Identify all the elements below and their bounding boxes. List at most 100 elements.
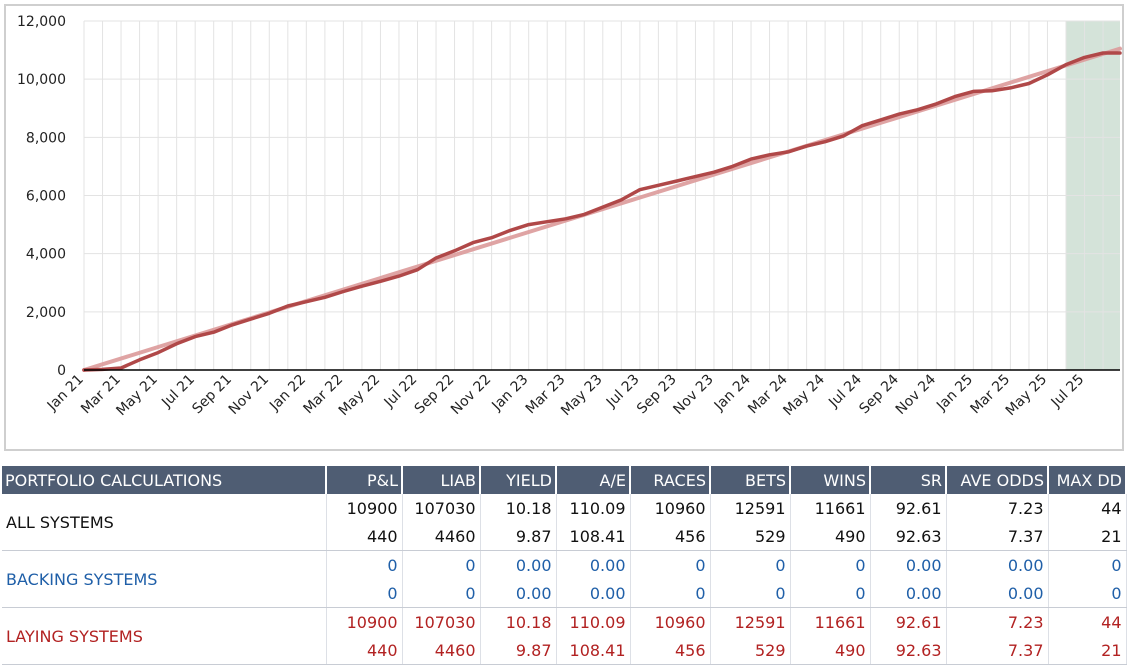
table-cell: 529: [710, 636, 791, 665]
table-cell: 0: [1048, 579, 1127, 608]
x-tick-label: May 24: [780, 371, 828, 419]
x-tick-label: May 21: [113, 372, 161, 420]
table-cell: 0.00: [556, 550, 631, 579]
x-tick-label: Nov 24: [893, 371, 939, 417]
col-header-wins: WINS: [790, 466, 871, 494]
table-cell: 108.41: [556, 522, 631, 551]
system-group-name: BACKING SYSTEMS: [2, 550, 327, 608]
y-tick-label: 2,000: [26, 305, 66, 321]
x-tick-label: May 25: [1003, 372, 1051, 420]
table-cell: 11661: [790, 607, 871, 636]
table-cell: 11661: [790, 494, 871, 522]
table-cell: 0: [790, 550, 871, 579]
table-row: 0 0 0.00 0.00 0 0 0 0.00 0.00 0: [2, 579, 1127, 608]
table-cell: 10900: [326, 494, 403, 522]
col-header-name: PORTFOLIO CALCULATIONS: [2, 466, 327, 494]
table-cell: 0: [402, 579, 481, 608]
system-group-name: LAYING SYSTEMS: [2, 607, 327, 665]
table-cell: 12591: [710, 607, 791, 636]
system-group-name: ALL SYSTEMS: [2, 494, 327, 551]
y-tick-label: 4,000: [26, 247, 66, 263]
x-tick-label: May 22: [336, 372, 384, 420]
table-cell: 7.23: [946, 607, 1049, 636]
x-tick-label: Nov 22: [448, 372, 494, 418]
table-cell: 108.41: [556, 636, 631, 665]
table-row: LAYING SYSTEMS 10900 107030 10.18 110.09 1096…: [2, 607, 1127, 665]
table-cell: 0.00: [946, 579, 1049, 608]
table-cell: 490: [790, 522, 871, 551]
table-cell: 4460: [402, 636, 481, 665]
table-cell: 4460: [402, 522, 481, 551]
table-cell: 10.18: [480, 494, 557, 522]
table-cell: 490: [790, 636, 871, 665]
table-row: 440 4460 9.87 108.41 456 529 490 92.63 7.37 21: [2, 636, 1127, 665]
table-row: 440 4460 9.87 108.41 456 529 490 92.63 7.37 21: [2, 522, 1127, 551]
col-header-sr: SR: [870, 466, 947, 494]
table-row: ALL SYSTEMS 10900 107030 10.18 110.09 10960 12…: [2, 494, 1127, 551]
col-header-liab: LIAB: [402, 466, 481, 494]
table-cell: 10900: [326, 607, 403, 636]
table-cell: 9.87: [480, 636, 557, 665]
col-header-pl: P&L: [326, 466, 403, 494]
table-cell: 92.61: [870, 607, 947, 636]
table-cell: 107030: [402, 607, 481, 636]
table-cell: 0: [326, 550, 403, 579]
table-cell: 21: [1048, 522, 1127, 551]
table-cell: 440: [326, 636, 403, 665]
table-cell: 440: [326, 522, 403, 551]
x-tick-label: Jul 25: [1048, 372, 1088, 412]
table-cell: 0.00: [870, 550, 947, 579]
table-cell: 7.37: [946, 636, 1049, 665]
y-tick-label: 12,000: [17, 14, 66, 30]
y-tick-label: 6,000: [26, 189, 66, 205]
x-tick-label: Nov 23: [670, 372, 716, 418]
table-cell: 456: [630, 636, 711, 665]
table-cell: 21: [1048, 636, 1127, 665]
col-header-yield: YIELD: [480, 466, 557, 494]
table-cell: 10960: [630, 607, 711, 636]
table-header-row: PORTFOLIO CALCULATIONS P&L LIAB YIELD A/…: [2, 466, 1127, 494]
col-header-max-dd: MAX DD: [1048, 466, 1127, 494]
table-cell: 10960: [630, 494, 711, 522]
x-tick-label: Nov 21: [226, 372, 272, 418]
table-cell: 10.18: [480, 607, 557, 636]
col-header-ave-odds: AVE ODDS: [946, 466, 1049, 494]
table-cell: 0.00: [946, 550, 1049, 579]
table-cell: 12591: [710, 494, 791, 522]
table-cell: 107030: [402, 494, 481, 522]
x-tick-label: May 23: [558, 372, 606, 420]
table-cell: 0: [1048, 550, 1127, 579]
table-cell: 0: [790, 579, 871, 608]
chart-panel: 0 2,000 4,000 6,000 8,000 10,000 12,000 Jan 21 M…: [4, 4, 1124, 451]
table-cell: 0: [710, 550, 791, 579]
table-cell: 7.37: [946, 522, 1049, 551]
table-cell: 0.00: [556, 579, 631, 608]
y-tick-label: 0: [57, 363, 66, 379]
col-header-bets: BETS: [710, 466, 791, 494]
col-header-ae: A/E: [556, 466, 631, 494]
table-cell: 0.00: [870, 579, 947, 608]
table-cell: 92.63: [870, 636, 947, 665]
table-cell: 110.09: [556, 494, 631, 522]
table-cell: 44: [1048, 494, 1127, 522]
y-tick-label: 10,000: [17, 72, 66, 88]
table-cell: 0: [326, 579, 403, 608]
table-cell: 110.09: [556, 607, 631, 636]
table-cell: 529: [710, 522, 791, 551]
table-cell: 0: [630, 550, 711, 579]
table-cell: 0.00: [480, 579, 557, 608]
table-row: BACKING SYSTEMS 0 0 0.00 0.00 0 0 0 0.00 0.00 0: [2, 550, 1127, 608]
table-cell: 92.63: [870, 522, 947, 551]
table-cell: 9.87: [480, 522, 557, 551]
col-header-races: RACES: [630, 466, 711, 494]
series-line-cumulative-pl: [82, 51, 1122, 372]
table-cell: 456: [630, 522, 711, 551]
table-cell: 0: [710, 579, 791, 608]
table-cell: 92.61: [870, 494, 947, 522]
table-cell: 0: [630, 579, 711, 608]
y-tick-label: 8,000: [26, 130, 66, 146]
table-cell: 44: [1048, 607, 1127, 636]
table-cell: 0: [402, 550, 481, 579]
table-cell: 7.23: [946, 494, 1049, 522]
